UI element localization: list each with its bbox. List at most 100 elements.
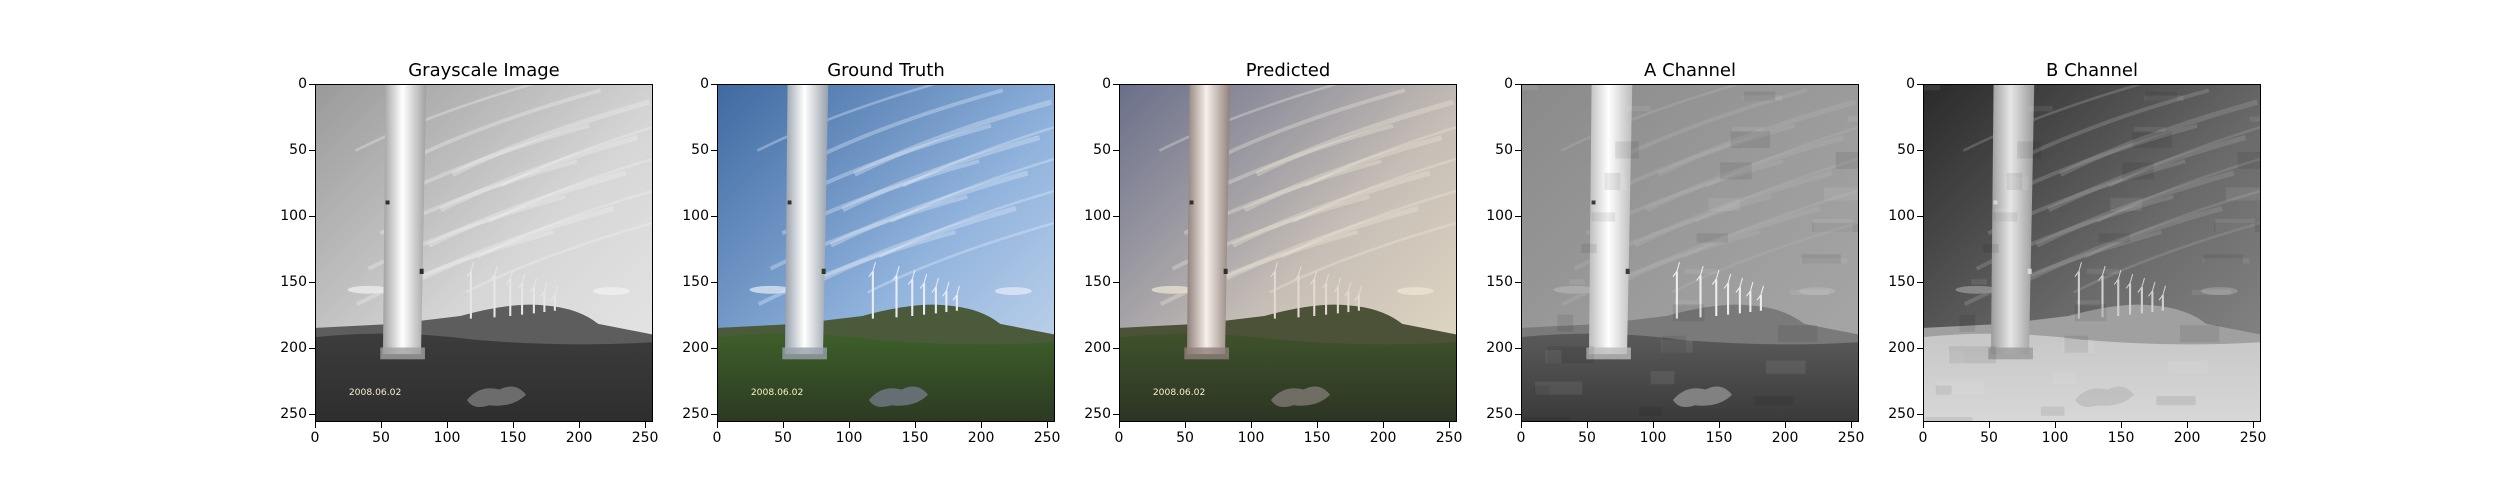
y-tick — [1515, 282, 1521, 284]
y-tick — [1917, 282, 1923, 284]
y-tick — [309, 84, 315, 85]
photo-date-stamp: 2008.06.02 — [751, 387, 804, 398]
x-tick-label: 100 — [835, 430, 863, 446]
image-axes: 2008.06.02 — [315, 84, 653, 422]
y-tick-label: 100 — [1888, 208, 1915, 225]
x-tick-label: 0 — [1114, 430, 1124, 446]
x-tick-label: 0 — [310, 430, 320, 446]
y-tick-label: 50 — [1093, 142, 1111, 159]
x-tick — [2055, 422, 2057, 428]
x-tick — [1989, 422, 1991, 428]
x-tick — [381, 422, 383, 428]
y-tick — [1515, 216, 1521, 218]
x-tick — [1251, 422, 1253, 428]
y-tick-label: 100 — [682, 208, 709, 225]
x-tick-label: 0 — [1516, 430, 1526, 446]
x-tick — [1521, 422, 1522, 428]
subplot-4: A Channel 0 0 50 50 100 100 150 150 200 200 250 250 — [1486, 0, 1941, 500]
x-tick — [1119, 422, 1120, 428]
y-tick-label: 150 — [1084, 274, 1111, 291]
x-tick-label: 200 — [1771, 430, 1799, 446]
x-tick — [1719, 422, 1721, 428]
x-tick-label: 200 — [2173, 430, 2201, 446]
y-tick — [1515, 84, 1521, 85]
x-tick-label: 50 — [1980, 430, 1998, 446]
y-tick — [1113, 414, 1119, 416]
x-tick-label: 50 — [1578, 430, 1596, 446]
x-tick — [1653, 422, 1655, 428]
subplot-title: B Channel — [2046, 60, 2138, 81]
y-tick-label: 0 — [1906, 76, 1915, 92]
y-tick-label: 50 — [691, 142, 709, 159]
y-tick-label: 50 — [1495, 142, 1513, 159]
x-tick-label: 100 — [1639, 430, 1667, 446]
x-tick — [579, 422, 581, 428]
x-tick — [1317, 422, 1319, 428]
y-tick — [1515, 348, 1521, 350]
x-tick — [1185, 422, 1187, 428]
x-tick — [1047, 422, 1049, 428]
y-tick-label: 200 — [280, 340, 307, 357]
y-tick-label: 250 — [1084, 406, 1111, 423]
y-tick — [711, 84, 717, 85]
y-tick — [1113, 348, 1119, 350]
x-tick-label: 100 — [1237, 430, 1265, 446]
x-tick-label: 150 — [2107, 430, 2135, 446]
subplot-1: Grayscale Image 2008.06.02 0 0 50 50 100 100 15… — [280, 0, 735, 500]
y-tick — [711, 216, 717, 218]
y-tick — [711, 282, 717, 284]
x-tick — [447, 422, 449, 428]
y-tick — [1113, 150, 1119, 152]
x-tick — [717, 422, 718, 428]
x-tick — [1587, 422, 1589, 428]
x-tick — [2121, 422, 2123, 428]
subplot-5: B Channel 0 0 50 50 100 100 150 150 200 200 250 250 — [1888, 0, 2343, 500]
x-tick — [1923, 422, 1924, 428]
y-tick-label: 0 — [700, 76, 709, 92]
x-tick-label: 150 — [1303, 430, 1331, 446]
x-tick-label: 0 — [1918, 430, 1928, 446]
x-tick — [2187, 422, 2189, 428]
y-tick-label: 100 — [1486, 208, 1513, 225]
x-tick — [981, 422, 983, 428]
x-tick — [783, 422, 785, 428]
subplot-title: Predicted — [1245, 60, 1331, 81]
y-tick — [309, 216, 315, 218]
x-tick — [915, 422, 917, 428]
y-tick — [1515, 414, 1521, 416]
y-tick-label: 250 — [1486, 406, 1513, 423]
y-tick-label: 200 — [1084, 340, 1111, 357]
y-tick-label: 250 — [280, 406, 307, 423]
y-tick-label: 0 — [1102, 76, 1111, 92]
y-tick — [1917, 150, 1923, 152]
x-tick — [645, 422, 647, 428]
x-tick-label: 200 — [1369, 430, 1397, 446]
y-tick-label: 100 — [280, 208, 307, 225]
x-tick-label: 50 — [1176, 430, 1194, 446]
x-tick-label: 250 — [631, 430, 659, 446]
y-tick — [1917, 84, 1923, 85]
x-tick-label: 150 — [901, 430, 929, 446]
image-axes: 2008.06.02 — [717, 84, 1055, 422]
y-tick — [1917, 216, 1923, 218]
x-tick — [1383, 422, 1385, 428]
y-tick — [711, 348, 717, 350]
y-tick-label: 200 — [682, 340, 709, 357]
y-tick — [309, 282, 315, 284]
x-tick — [1449, 422, 1451, 428]
y-tick-label: 200 — [1888, 340, 1915, 357]
x-tick-label: 250 — [2239, 430, 2267, 446]
y-tick — [309, 150, 315, 152]
y-tick — [1917, 348, 1923, 350]
y-tick — [1917, 414, 1923, 416]
x-tick — [1851, 422, 1853, 428]
x-tick-label: 150 — [1705, 430, 1733, 446]
y-tick — [1113, 216, 1119, 218]
x-tick-label: 250 — [1033, 430, 1061, 446]
y-tick-label: 250 — [682, 406, 709, 423]
y-tick — [711, 414, 717, 416]
y-tick-label: 150 — [682, 274, 709, 291]
x-tick-label: 100 — [433, 430, 461, 446]
y-tick-label: 0 — [1504, 76, 1513, 92]
x-tick-label: 250 — [1837, 430, 1865, 446]
